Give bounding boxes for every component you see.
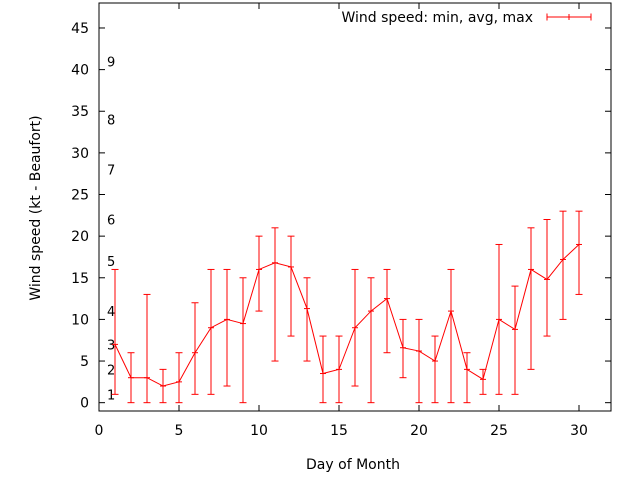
y-tick-label: 40 <box>71 63 89 79</box>
y-tick-label: 25 <box>71 188 89 204</box>
series-group <box>112 241 582 390</box>
x-tick-label: 25 <box>490 423 508 439</box>
y-axis-label: Wind speed (kt - Beaufort) <box>28 115 44 300</box>
x-tick-label: 30 <box>570 423 588 439</box>
y-tick-label: 5 <box>80 354 89 370</box>
x-tick-label: 15 <box>330 423 348 439</box>
beaufort-number-label: 4 <box>107 305 115 320</box>
x-tick-label: 5 <box>175 423 184 439</box>
legend-series-label: Wind speed: min, avg, max <box>341 10 533 26</box>
beaufort-number-label: 6 <box>107 213 115 228</box>
x-tick-label: 20 <box>410 423 428 439</box>
plot-frame <box>98 2 612 412</box>
beaufort-number-label: 5 <box>107 255 115 270</box>
legend: Wind speed: min, avg, max <box>341 10 592 26</box>
beaufort-number-label: 3 <box>107 338 115 353</box>
x-tick-label: 10 <box>250 423 268 439</box>
beaufort-number-label: 2 <box>107 363 115 378</box>
x-tick-label: 0 <box>95 423 104 439</box>
beaufort-number-label: 1 <box>107 388 115 403</box>
y-tick-label: 45 <box>71 21 89 37</box>
y-tick-label: 10 <box>71 312 89 328</box>
error-bars <box>111 210 583 404</box>
y-tick-label: 0 <box>80 396 89 412</box>
y-tick-label: 35 <box>71 104 89 120</box>
beaufort-number-label: 8 <box>107 114 115 129</box>
y-tick-label: 30 <box>71 146 89 162</box>
y-tick-label: 15 <box>71 271 89 287</box>
y-tick-label: 20 <box>71 229 89 245</box>
x-axis-label: Day of Month <box>306 457 400 473</box>
avg-series-line <box>114 244 580 387</box>
beaufort-annotations: 1 2 3 4 5 6 7 8 9 <box>107 55 115 403</box>
beaufort-number-label: 9 <box>107 55 115 70</box>
beaufort-number-label: 7 <box>107 164 115 179</box>
